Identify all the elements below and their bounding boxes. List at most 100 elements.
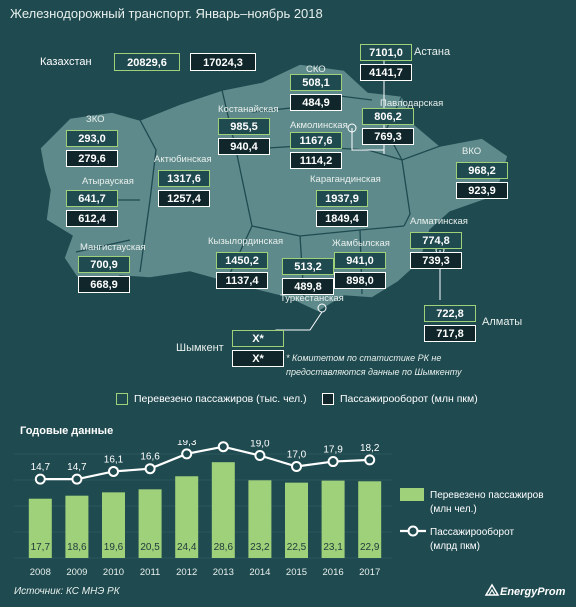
leader-line (351, 128, 384, 151)
bar-label-2008: 17,7 (31, 542, 51, 553)
region-3-passengers: 985,5 (218, 118, 270, 135)
line-point-2013 (217, 441, 229, 453)
region-10-label: Мангистауская (80, 242, 146, 253)
line-label-2010: 16,1 (104, 454, 124, 465)
legend-bar-label-1: Перевезено пассажиров (430, 490, 544, 501)
region-11-turnover: 739,3 (410, 252, 462, 269)
region-15-passengers: 722,8 (424, 305, 476, 322)
bar-2016 (321, 480, 345, 558)
line-label-2011: 16,6 (140, 452, 160, 463)
region-4-passengers: 1167,6 (290, 132, 342, 149)
x-tick-2015: 2015 (286, 567, 307, 578)
bar-2012 (175, 476, 199, 558)
legend-passengers-label: Перевезено пассажиров (тыс. чел.) (134, 393, 307, 405)
region-12-turnover: 1137,4 (216, 272, 268, 289)
region-4-turnover: 1114,2 (290, 152, 342, 169)
region-13-passengers: 941,0 (334, 252, 386, 269)
legend-swatch-turnover (322, 393, 334, 405)
line-point-2014 (254, 450, 266, 461)
border-line (401, 159, 411, 227)
x-tick-2009: 2009 (66, 567, 87, 578)
legend-turnover: Пассажирооборот (млн пкм) (322, 393, 478, 405)
bar-2008 (28, 498, 52, 558)
region-6-passengers: 1317,6 (158, 170, 210, 187)
line-point-2012 (181, 448, 193, 460)
line-point-2016 (327, 456, 339, 468)
region-9-label: Карагандинская (310, 174, 381, 185)
x-tick-2011: 2011 (140, 567, 160, 578)
region-8-passengers: 641,7 (66, 190, 118, 207)
bar-label-2017: 22,9 (360, 542, 380, 553)
region-1-passengers: 508,1 (290, 74, 342, 91)
line-point-2010 (108, 465, 119, 477)
region-10-turnover: 668,9 (78, 276, 130, 293)
border-line (139, 119, 157, 273)
x-tick-2008: 2008 (30, 567, 51, 578)
region-15-turnover: 717,8 (424, 325, 476, 342)
bar-label-2010: 19,6 (104, 542, 124, 553)
legend-swatch-passengers (116, 393, 128, 405)
line-label-2012: 19,3 (177, 440, 197, 448)
region-16-turnover: Х* (232, 350, 284, 367)
legend-passengers: Перевезено пассажиров (тыс. чел.) (116, 393, 307, 405)
x-tick-2016: 2016 (323, 567, 344, 578)
source-note: Источник: КС МНЭ РК (14, 586, 120, 597)
region-5-passengers: 293,0 (66, 130, 118, 147)
region-2-label: Павлодарская (380, 98, 444, 109)
astana-marker (347, 123, 357, 133)
x-tick-2017: 2017 (359, 567, 380, 578)
region-7-passengers: 968,2 (456, 162, 508, 179)
brand-name: EnergyProm (500, 586, 566, 598)
region-2-passengers: 806,2 (362, 108, 414, 125)
bar-label-2016: 23,1 (323, 542, 343, 553)
border-line (251, 225, 405, 237)
bar-2017 (358, 481, 382, 558)
bar-label-2011: 20,5 (140, 542, 160, 553)
region-16-label: Шымкент (176, 342, 224, 354)
bar-label-2014: 23,2 (250, 542, 270, 553)
region-14-label: Туркестанская (280, 293, 344, 304)
region-8-turnover: 612,4 (66, 210, 118, 227)
region-1-label: СКО (306, 64, 326, 75)
kazakhstan-passengers: 20829,6 (114, 53, 180, 71)
bar-2011 (138, 489, 162, 558)
region-14-turnover: 489,8 (282, 278, 334, 295)
region-3-turnover: 940,4 (218, 138, 270, 155)
x-tick-2013: 2013 (213, 567, 234, 578)
region-10-passengers: 700,9 (78, 256, 130, 273)
region-13-turnover: 898,0 (334, 272, 386, 289)
x-tick-2012: 2012 (176, 567, 197, 578)
line-point-2011 (144, 463, 156, 475)
x-tick-2010: 2010 (103, 567, 124, 578)
legend-line-label-2: (млрд пкм) (430, 541, 480, 552)
bar-label-2013: 28,6 (214, 542, 234, 553)
line-point-2009 (71, 473, 83, 485)
bar-2013 (211, 462, 235, 558)
region-5-label: ЗКО (86, 114, 105, 125)
bar-2015 (285, 482, 308, 558)
region-11-label: Алматинская (410, 216, 468, 227)
region-6-label: Актюбинская (154, 154, 212, 165)
region-6-turnover: 1257,4 (158, 190, 210, 207)
region-2-turnover: 769,3 (362, 128, 414, 145)
region-4-label: Акмолинская (290, 120, 348, 131)
line-point-2017 (364, 454, 376, 466)
border-line (75, 239, 131, 253)
x-tick-2014: 2014 (249, 567, 270, 578)
region-1-turnover: 484,9 (290, 94, 342, 111)
turnover-line (40, 445, 370, 481)
region-7-label: ВКО (462, 146, 482, 157)
region-14-passengers: 513,2 (282, 258, 334, 275)
line-label-2014: 19,0 (250, 440, 270, 450)
region-13-label: Жамбылская (332, 238, 390, 249)
region-7-turnover: 923,9 (456, 182, 508, 199)
shymkent-marker (317, 303, 327, 313)
region-5-turnover: 279,6 (66, 150, 118, 167)
footnote: * Комитетом по статистике РК не предоста… (286, 353, 462, 377)
bar-label-2012: 24,4 (177, 542, 197, 553)
legend-bar-label-2: (млн чел.) (430, 504, 477, 515)
bar-label-2015: 22,5 (287, 542, 307, 553)
region-12-passengers: 1450,2 (216, 252, 268, 269)
region-0-passengers: 7101,0 (360, 44, 412, 61)
line-label-2009: 14,7 (67, 462, 87, 473)
